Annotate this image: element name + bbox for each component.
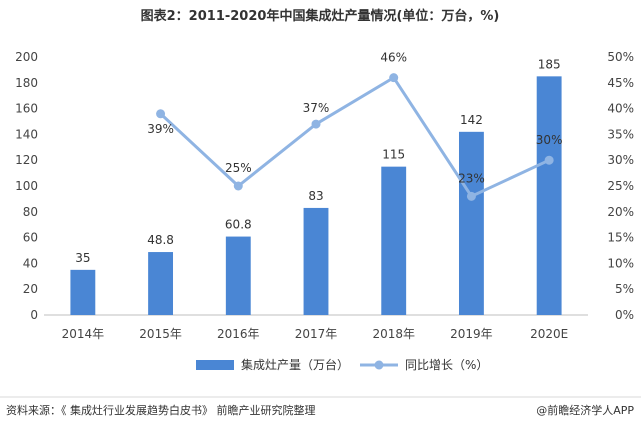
bar-value-label: 115: [382, 148, 405, 162]
line-point: [156, 109, 166, 119]
brand-label: @前瞻经济学人APP: [536, 403, 634, 417]
chart-title: 图表2：2011-2020年中国集成灶产量情况(单位：万台，%): [141, 8, 500, 24]
right-tick-label: 40%: [607, 102, 634, 116]
left-tick-label: 20: [23, 282, 38, 296]
bar-series: [70, 76, 562, 315]
right-axis-ticks: 0% 5% 10% 15% 20% 25% 30% 35% 40% 45% 50%: [607, 50, 634, 322]
line-value-label: 23%: [458, 171, 485, 185]
line-point: [544, 155, 554, 165]
bar-value-label: 60.8: [225, 218, 252, 232]
x-tick-label: 2014年: [62, 327, 105, 341]
right-tick-label: 50%: [607, 50, 634, 64]
line-value-label: 37%: [303, 101, 330, 115]
x-tick-label: 2016年: [217, 327, 260, 341]
bar-value-label: 83: [308, 189, 323, 203]
line-point: [389, 73, 399, 83]
right-tick-label: 20%: [607, 205, 634, 219]
bar: [70, 269, 96, 315]
right-tick-label: 15%: [607, 231, 634, 245]
right-tick-label: 25%: [607, 179, 634, 193]
bar-value-label: 185: [538, 57, 561, 71]
legend-bar-label: 集成灶产量（万台）: [241, 357, 349, 372]
left-tick-label: 120: [15, 153, 38, 167]
bar: [148, 252, 174, 315]
x-tick-label: 2015年: [139, 327, 182, 341]
left-tick-label: 0: [30, 308, 38, 322]
left-tick-label: 80: [23, 205, 38, 219]
bar-data-labels: 35 48.8 60.8 83 115 142 185: [75, 57, 560, 265]
bar: [381, 166, 407, 315]
x-tick-label: 2018年: [372, 327, 415, 341]
line-value-label: 39%: [147, 122, 174, 136]
line-value-label: 46%: [380, 51, 407, 65]
legend-line-marker: [374, 360, 384, 370]
bar-value-label: 142: [460, 113, 483, 127]
line-point: [233, 181, 243, 191]
x-axis-ticks: 2014年 2015年 2016年 2017年 2018年 2019年 2020E: [62, 327, 569, 341]
line-point: [466, 191, 476, 201]
legend-bar-swatch: [196, 360, 234, 370]
left-axis-ticks: 0 20 40 60 80 100 120 140 160 180 200: [15, 50, 38, 322]
bar: [536, 76, 562, 315]
left-tick-label: 180: [15, 76, 38, 90]
right-tick-label: 30%: [607, 153, 634, 167]
line-value-label: 25%: [225, 161, 252, 175]
bar: [303, 207, 329, 315]
right-tick-label: 35%: [607, 127, 634, 141]
legend: 集成灶产量（万台） 同比增长（%）: [196, 357, 488, 372]
left-tick-label: 100: [15, 179, 38, 193]
x-tick-label: 2019年: [450, 327, 493, 341]
left-tick-label: 160: [15, 102, 38, 116]
right-tick-label: 10%: [607, 256, 634, 270]
line-value-label: 30%: [536, 133, 563, 147]
bar-value-label: 35: [75, 251, 90, 265]
bar-value-label: 48.8: [147, 233, 174, 247]
growth-line: [159, 76, 550, 198]
left-tick-label: 60: [23, 231, 38, 245]
legend-line-label: 同比增长（%）: [405, 358, 488, 372]
source-note: 资料来源：《 集成灶行业发展趋势白皮书》 前瞻产业研究院整理: [6, 403, 316, 417]
bar: [458, 131, 484, 315]
right-tick-label: 0%: [615, 308, 634, 322]
bar: [225, 236, 251, 315]
x-tick-label: 2017年: [295, 327, 338, 341]
line-point: [311, 119, 321, 129]
line-series: [156, 73, 554, 201]
left-tick-label: 200: [15, 50, 38, 64]
left-tick-label: 40: [23, 256, 38, 270]
right-tick-label: 5%: [615, 282, 634, 296]
left-tick-label: 140: [15, 127, 38, 141]
x-tick-label: 2020E: [530, 327, 568, 341]
line-data-labels: 39% 25% 37% 46% 23% 30%: [147, 51, 562, 186]
right-tick-label: 45%: [607, 76, 634, 90]
